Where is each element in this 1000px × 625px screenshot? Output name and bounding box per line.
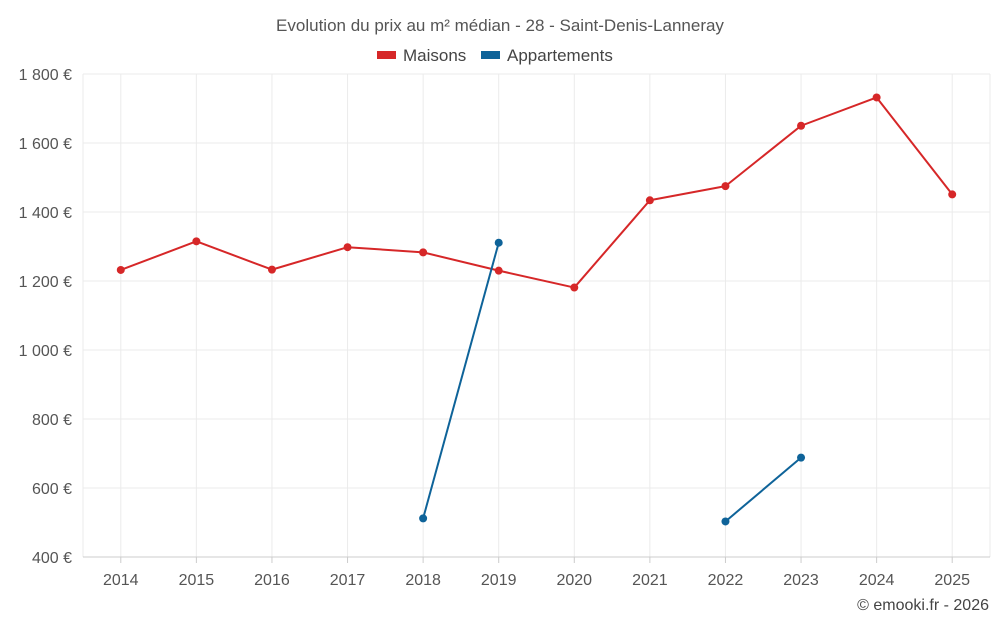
- data-point-appartements-2022[interactable]: [721, 517, 730, 526]
- x-tick-label-2025: 2025: [934, 572, 970, 589]
- legend-swatch-appartements: [481, 51, 500, 59]
- y-tick-label-400: 400 €: [32, 550, 72, 567]
- data-point-maisons-2023[interactable]: [797, 121, 806, 130]
- data-point-appartements-2023[interactable]: [797, 453, 806, 462]
- data-point-appartements-2019[interactable]: [494, 238, 503, 247]
- data-point-maisons-2025[interactable]: [948, 190, 957, 199]
- series-line-appartements-0: [422, 242, 500, 519]
- data-point-appartements-2018[interactable]: [419, 514, 428, 523]
- x-tick-label-2018: 2018: [405, 572, 441, 589]
- y-tick-label-1200: 1 200 €: [19, 274, 72, 291]
- y-tick-label-1800: 1 800 €: [19, 67, 72, 84]
- x-tick-label-2014: 2014: [103, 572, 139, 589]
- legend-item-appartements[interactable]: Appartements: [481, 46, 613, 65]
- credit-text: © emooki.fr - 2026: [857, 597, 989, 614]
- data-point-maisons-2024[interactable]: [872, 93, 881, 102]
- data-point-maisons-2014[interactable]: [116, 265, 125, 274]
- data-point-maisons-2015[interactable]: [192, 237, 201, 246]
- x-tick-label-2020: 2020: [556, 572, 592, 589]
- legend-label-appartements: Appartements: [507, 46, 613, 65]
- data-point-maisons-2016[interactable]: [267, 265, 276, 274]
- x-tick-label-2024: 2024: [859, 572, 895, 589]
- x-tick-label-2017: 2017: [330, 572, 366, 589]
- data-point-maisons-2018[interactable]: [419, 248, 428, 257]
- data-point-maisons-2019[interactable]: [494, 266, 503, 275]
- x-tick-label-2022: 2022: [708, 572, 744, 589]
- x-tick-label-2023: 2023: [783, 572, 819, 589]
- chart-title: Evolution du prix au m² médian - 28 - Sa…: [276, 16, 724, 35]
- data-point-maisons-2022[interactable]: [721, 182, 730, 191]
- series-line-appartements-1: [724, 456, 802, 523]
- y-tick-label-800: 800 €: [32, 412, 72, 429]
- y-tick-label-600: 600 €: [32, 481, 72, 498]
- plot-area: 400 € 600 € 800 € 1 000 € 1 200 € 1 400 € 1 60…: [19, 67, 991, 589]
- legend: Maisons Appartements: [377, 46, 613, 65]
- x-tick-label-2015: 2015: [179, 572, 215, 589]
- x-tick-label-2021: 2021: [632, 572, 668, 589]
- y-tick-label-1600: 1 600 €: [19, 136, 72, 153]
- series-line-maisons-0: [120, 96, 953, 289]
- legend-label-maisons: Maisons: [403, 46, 466, 65]
- legend-swatch-maisons: [377, 51, 396, 59]
- data-point-maisons-2021[interactable]: [645, 196, 654, 205]
- y-tick-label-1400: 1 400 €: [19, 205, 72, 222]
- data-point-maisons-2017[interactable]: [343, 243, 352, 252]
- y-tick-label-1000: 1 000 €: [19, 343, 72, 360]
- x-tick-label-2019: 2019: [481, 572, 517, 589]
- legend-item-maisons[interactable]: Maisons: [377, 46, 466, 65]
- data-point-maisons-2020[interactable]: [570, 283, 579, 292]
- x-tick-label-2016: 2016: [254, 572, 290, 589]
